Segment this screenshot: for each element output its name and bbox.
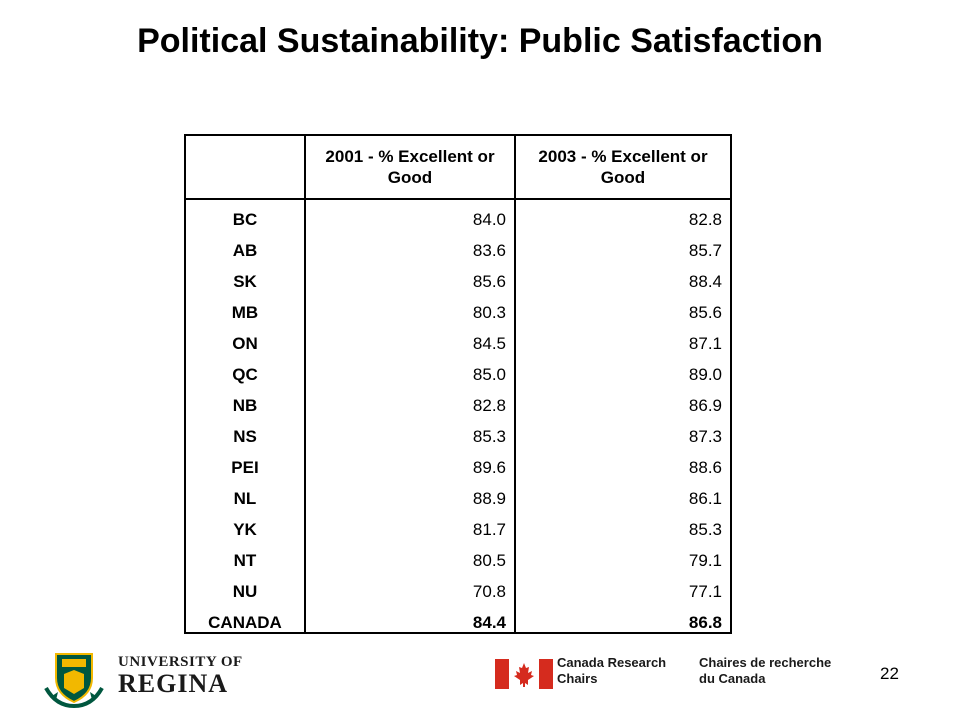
value-2003-cell: 85.3 — [688, 520, 722, 539]
value-2003-cell: 88.4 — [688, 272, 722, 291]
header-2001: 2001 - % Excellent or Good — [306, 136, 514, 198]
value-2003-cell: 79.1 — [688, 551, 722, 570]
header-region — [186, 136, 304, 198]
value-2001-cell: 83.6 — [472, 241, 506, 260]
region-cell: BC — [232, 210, 258, 229]
region-cell: NT — [233, 551, 257, 570]
value-2003-cell: 85.7 — [688, 241, 722, 260]
region-cell: PEI — [231, 458, 259, 477]
page-number: 22 — [880, 664, 899, 683]
value-2001-cell: 82.8 — [472, 396, 506, 415]
value-2001-cell: 89.6 — [472, 458, 506, 477]
value-2001-cell: 85.3 — [472, 427, 506, 446]
crc-fr-line2: du Canada — [699, 671, 766, 686]
canada-flag-icon — [495, 659, 553, 689]
canada-research-chairs-logo: Canada Research Chairs Chaires de recher… — [495, 655, 855, 695]
column-divider — [304, 136, 306, 632]
region-cell: NU — [232, 582, 258, 601]
value-2003-cell: 85.6 — [688, 303, 722, 322]
value-2001-cell: 84.0 — [472, 210, 506, 229]
value-2003-cell: 89.0 — [688, 365, 722, 384]
region-cell: ON — [232, 334, 258, 353]
value-2001-cell: 81.7 — [472, 520, 506, 539]
value-2001-cell: 70.8 — [472, 582, 506, 601]
crc-fr-line1: Chaires de recherche — [699, 655, 832, 670]
regina-crest-icon — [44, 653, 104, 708]
region-cell: NS — [233, 427, 257, 446]
region-cell: NL — [233, 489, 257, 508]
value-2001-cell: 84.5 — [472, 334, 506, 353]
region-cell: NB — [232, 396, 258, 415]
region-cell: CANADA — [208, 613, 282, 632]
header-divider — [186, 198, 730, 200]
university-of-regina-logo: UNIVERSITY OF REGINA — [44, 648, 244, 708]
value-2003-cell: 77.1 — [688, 582, 722, 601]
value-2001-cell: 80.5 — [472, 551, 506, 570]
header-2001-text: 2001 - % Excellent or Good — [325, 147, 495, 187]
column-divider — [514, 136, 516, 632]
value-2003-cell: 86.9 — [688, 396, 722, 415]
value-2003-cell: 88.6 — [688, 458, 722, 477]
region-cell: YK — [233, 520, 257, 539]
region-cell: AB — [232, 241, 258, 260]
header-2003-text: 2003 - % Excellent or Good — [538, 147, 708, 187]
value-2001-cell: 85.0 — [472, 365, 506, 384]
crc-en-line1: Canada Research — [557, 655, 667, 670]
header-2003: 2003 - % Excellent or Good — [516, 136, 730, 198]
value-2003-cell: 86.8 — [688, 613, 722, 632]
value-2001-cell: 88.9 — [472, 489, 506, 508]
value-2003-cell: 86.1 — [688, 489, 722, 508]
value-2003-cell: 87.3 — [688, 427, 722, 446]
university-line1: UNIVERSITY OF — [118, 654, 243, 670]
slide-title: Political Sustainability: Public Satisfa… — [137, 22, 823, 60]
satisfaction-table: 2001 - % Excellent or Good 2003 - % Exce… — [184, 134, 732, 634]
value-2001-cell: 85.6 — [472, 272, 506, 291]
crc-en-line2: Chairs — [557, 671, 598, 686]
region-column: BC AB SK MB ON QC NB NS PEI NL YK NT NU CANADA — [186, 200, 304, 632]
value-2003-cell: 87.1 — [688, 334, 722, 353]
region-cell: QC — [232, 365, 258, 384]
value-2001-cell: 84.4 — [472, 613, 506, 632]
y2001-column: 84.0 83.6 85.6 80.3 84.5 85.0 82.8 85.3 89.6 88.9… — [306, 200, 514, 632]
value-2001-cell: 80.3 — [472, 303, 506, 322]
university-line2: REGINA — [118, 669, 229, 698]
region-cell: MB — [231, 303, 259, 322]
value-2003-cell: 82.8 — [688, 210, 722, 229]
region-cell: SK — [233, 272, 257, 291]
y2003-column: 82.8 85.7 88.4 85.6 87.1 89.0 86.9 87.3 88.6 86.1… — [516, 200, 730, 632]
